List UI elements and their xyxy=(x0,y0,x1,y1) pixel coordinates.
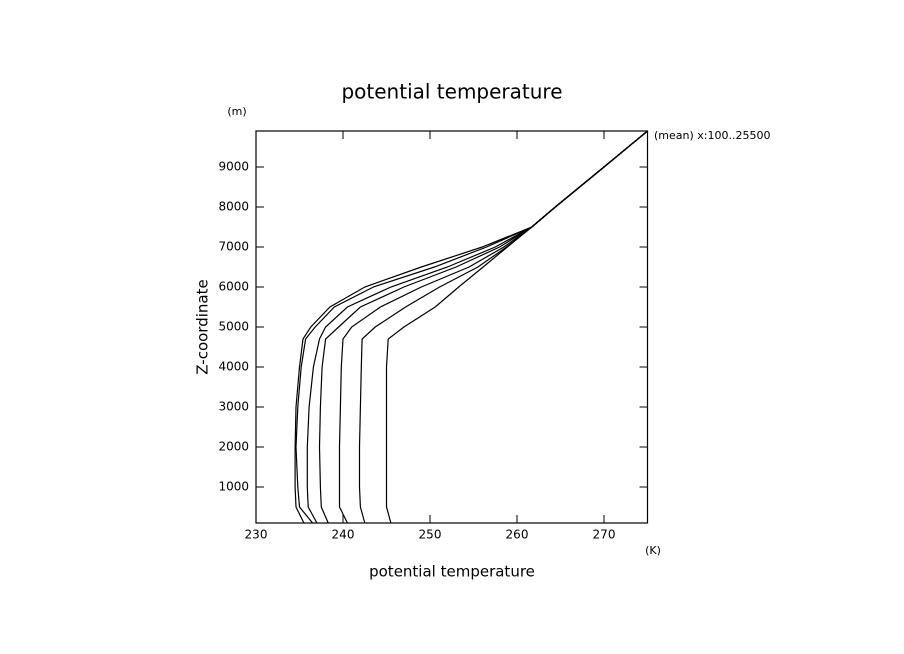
y-tick-label: 1000 xyxy=(218,480,249,494)
y-tick-label: 8000 xyxy=(218,200,249,214)
profile-line xyxy=(294,130,648,524)
x-unit: (K) xyxy=(645,544,661,557)
x-tick-label: 270 xyxy=(593,528,616,542)
x-tick-label: 250 xyxy=(419,528,442,542)
x-tick-label: 260 xyxy=(506,528,529,542)
y-axis-label: Z-coordinate xyxy=(194,279,212,374)
y-tick-label: 2000 xyxy=(218,440,249,454)
x-axis-label: potential temperature xyxy=(369,563,535,581)
profile-line xyxy=(338,130,648,524)
annotation: (mean) x:100..25500 xyxy=(654,129,770,142)
chart-title: potential temperature xyxy=(341,80,562,104)
y-tick-label: 3000 xyxy=(218,400,249,414)
y-unit: (m) xyxy=(227,105,246,118)
profile-line xyxy=(318,130,648,524)
y-tick-label: 9000 xyxy=(218,160,249,174)
profile-line xyxy=(295,130,648,524)
profile-line xyxy=(358,130,648,524)
x-tick-label: 230 xyxy=(245,528,268,542)
x-tick-label: 240 xyxy=(332,528,355,542)
y-tick-label: 7000 xyxy=(218,240,249,254)
y-tick-label: 4000 xyxy=(218,360,249,374)
profile-line xyxy=(385,130,648,524)
y-tick-label: 6000 xyxy=(218,280,249,294)
profile-line xyxy=(306,130,648,524)
y-tick-label: 5000 xyxy=(218,320,249,334)
